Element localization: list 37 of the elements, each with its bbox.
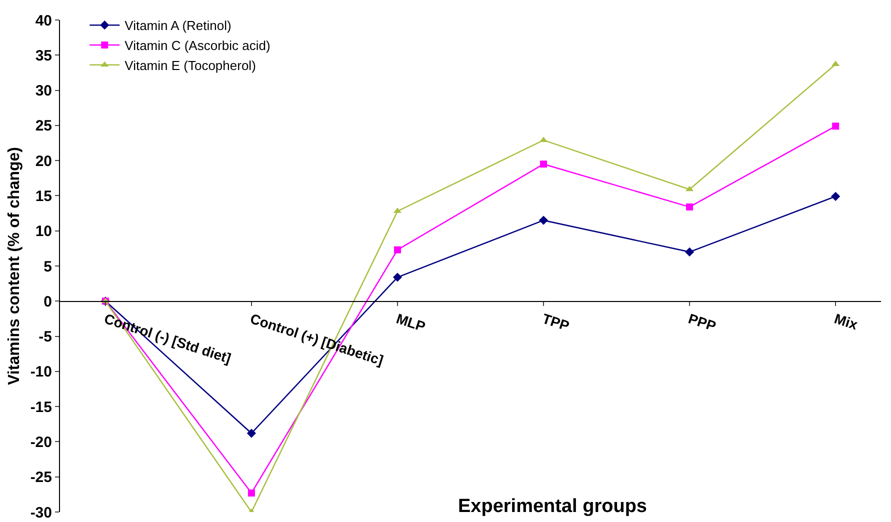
y-tick-label: -5 bbox=[38, 328, 52, 346]
x-tick-label: Control (-) [Std diet] bbox=[102, 310, 233, 366]
y-tick-label: 0 bbox=[44, 293, 52, 310]
point bbox=[686, 203, 694, 210]
y-axis-title: Vitamins content (% of change) bbox=[6, 147, 24, 385]
point bbox=[684, 247, 694, 256]
y-tick-label: -20 bbox=[30, 434, 52, 451]
point bbox=[538, 216, 548, 225]
point bbox=[394, 246, 401, 254]
legend-label: Vitamin A (Retinol) bbox=[124, 18, 232, 34]
point bbox=[246, 428, 256, 438]
y-tick-label: 20 bbox=[35, 152, 52, 170]
point bbox=[248, 490, 255, 497]
point bbox=[540, 160, 548, 168]
y-tick-label: 30 bbox=[35, 82, 52, 100]
point bbox=[832, 122, 840, 130]
y-tick-label: -30 bbox=[30, 504, 52, 522]
point bbox=[686, 186, 694, 192]
y-tick-label: 40 bbox=[35, 12, 52, 30]
x-tick-label: MLP bbox=[394, 310, 428, 335]
point bbox=[832, 60, 840, 66]
y-tick-label: 5 bbox=[44, 258, 52, 276]
y-tick-label: 10 bbox=[35, 223, 52, 240]
x-tick-label: TPP bbox=[540, 310, 572, 334]
y-tick-label: 35 bbox=[35, 47, 52, 64]
y-tick-label: 25 bbox=[35, 118, 52, 135]
x-tick-label: Mix bbox=[832, 310, 860, 333]
y-tick-label: 15 bbox=[35, 188, 52, 205]
y-tick-label: -25 bbox=[30, 469, 52, 486]
point bbox=[831, 192, 840, 201]
legend-label: Vitamin E (Tocopherol) bbox=[124, 58, 256, 73]
x-tick-label: PPP bbox=[686, 310, 718, 334]
y-tick-label: -15 bbox=[30, 398, 52, 416]
y-tick-label: -10 bbox=[30, 364, 52, 381]
x-axis-title: Experimental groups bbox=[458, 496, 647, 517]
legend-label: Vitamin C (Ascorbic acid) bbox=[124, 38, 270, 54]
point bbox=[392, 272, 402, 282]
